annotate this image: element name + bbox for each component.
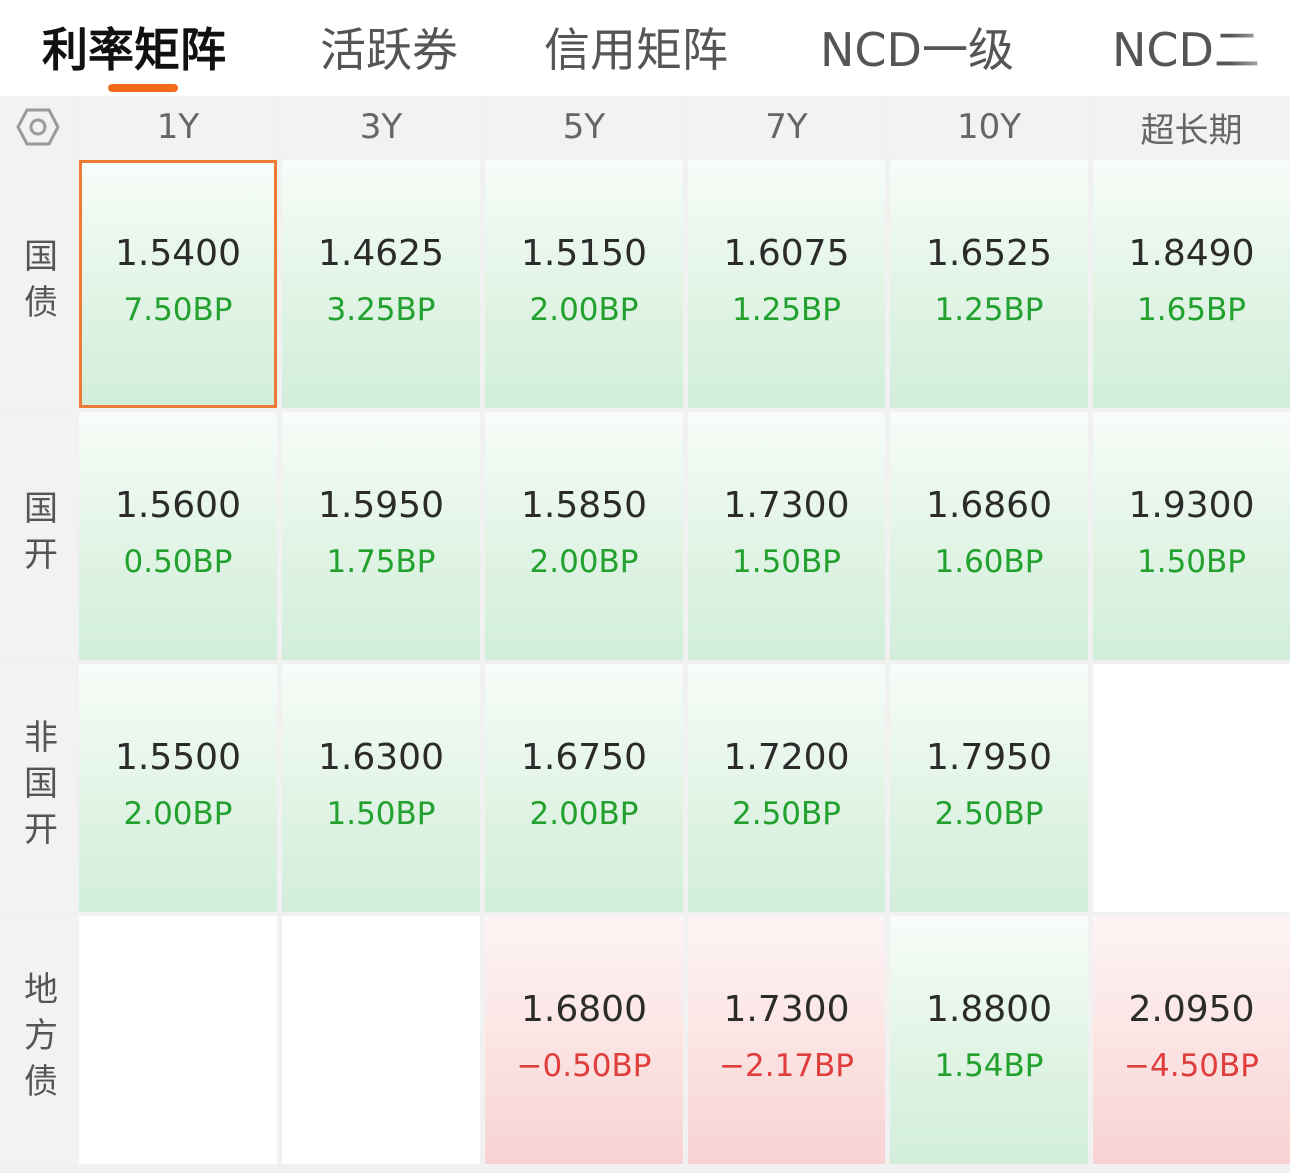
row-header-1: 国开: [0, 412, 76, 660]
yield-value: 1.5600: [115, 485, 241, 526]
yield-value: 1.5950: [318, 485, 444, 526]
matrix-cell[interactable]: 1.6075 1.25BP: [688, 160, 885, 408]
yield-value: 1.6860: [926, 485, 1052, 526]
bp-change: 1.65BP: [1137, 292, 1246, 328]
matrix-cell[interactable]: 1.6860 1.60BP: [890, 412, 1088, 660]
matrix-cell[interactable]: 1.5850 2.00BP: [485, 412, 683, 660]
yield-value: 1.6525: [926, 233, 1052, 274]
bp-change: 1.54BP: [934, 1048, 1044, 1084]
bp-change: 0.50BP: [123, 544, 233, 580]
bp-change: 3.25BP: [326, 292, 436, 328]
rate-matrix-grid: 1Y 3Y 5Y 7Y 10Y 超长期国债 1.5400 7.50BP 1.4625 3.25BP…: [0, 96, 1290, 1173]
matrix-cell[interactable]: 1.8490 1.65BP: [1093, 160, 1290, 408]
matrix-cell[interactable]: 1.8800 1.54BP: [890, 916, 1088, 1164]
yield-value: 1.8490: [1128, 233, 1255, 274]
bp-change: −4.50BP: [1124, 1048, 1259, 1084]
bp-change: 2.00BP: [529, 796, 639, 832]
matrix-cell[interactable]: 1.7300 −2.17BP: [688, 916, 885, 1164]
yield-value: 1.8800: [926, 989, 1052, 1030]
bp-change: −2.17BP: [719, 1048, 854, 1084]
matrix-cell[interactable]: 1.4625 3.25BP: [282, 160, 480, 408]
tab-bar: 利率矩阵 活跃券 信用矩阵 NCD一级 NCD二: [0, 0, 1290, 96]
matrix-cell[interactable]: 1.7200 2.50BP: [688, 664, 885, 912]
yield-value: 1.6075: [723, 233, 850, 274]
yield-value: 2.0950: [1128, 989, 1255, 1030]
matrix-settings-button[interactable]: [0, 96, 76, 158]
row-header-label: 国开: [17, 490, 58, 582]
yield-value: 1.6800: [521, 989, 647, 1030]
row-header-label: 地方债: [17, 971, 58, 1109]
tab-active-bonds[interactable]: 活跃券: [320, 23, 458, 77]
yield-value: 1.9300: [1128, 485, 1255, 526]
tab-ncd-secondary[interactable]: NCD二: [1112, 23, 1260, 77]
yield-value: 1.5400: [115, 233, 241, 274]
bp-change: 1.50BP: [326, 796, 436, 832]
matrix-cell[interactable]: 1.9300 1.50BP: [1093, 412, 1290, 660]
bp-change: 2.50BP: [732, 796, 841, 832]
matrix-cell[interactable]: 1.7300 1.50BP: [688, 412, 885, 660]
column-header-1: 3Y: [282, 96, 480, 158]
matrix-cell[interactable]: 1.6300 1.50BP: [282, 664, 480, 912]
yield-value: 1.4625: [318, 233, 444, 274]
bp-change: 2.50BP: [934, 796, 1044, 832]
matrix-cell[interactable]: 1.5600 0.50BP: [79, 412, 277, 660]
bp-change: 1.75BP: [326, 544, 436, 580]
row-header-0: 国债: [0, 160, 76, 408]
bp-change: 1.25BP: [934, 292, 1044, 328]
bp-change: 2.00BP: [529, 544, 639, 580]
column-header-2: 5Y: [485, 96, 683, 158]
yield-value: 1.7300: [723, 485, 850, 526]
bp-change: 1.50BP: [1137, 544, 1246, 580]
matrix-cell[interactable]: 1.5400 7.50BP: [79, 160, 277, 408]
row-header-label: 国债: [17, 238, 58, 330]
matrix-cell[interactable]: 2.0950 −4.50BP: [1093, 916, 1290, 1164]
yield-value: 1.5850: [521, 485, 647, 526]
bp-change: 7.50BP: [123, 292, 233, 328]
bp-change: 2.00BP: [529, 292, 639, 328]
matrix-cell[interactable]: 1.6750 2.00BP: [485, 664, 683, 912]
settings-hex-icon: [16, 108, 60, 146]
matrix-cell[interactable]: 1.7950 2.50BP: [890, 664, 1088, 912]
matrix-cell[interactable]: 1.5950 1.75BP: [282, 412, 480, 660]
tab-rate-matrix[interactable]: 利率矩阵: [42, 23, 226, 77]
matrix-cell[interactable]: 1.6525 1.25BP: [890, 160, 1088, 408]
active-tab-indicator: [108, 84, 178, 92]
yield-value: 1.5150: [521, 233, 647, 274]
column-header-5: 超长期: [1093, 96, 1290, 158]
yield-value: 1.7300: [723, 989, 850, 1030]
column-header-3: 7Y: [688, 96, 885, 158]
yield-value: 1.6750: [521, 737, 647, 778]
column-header-4: 10Y: [890, 96, 1088, 158]
bp-change: 2.00BP: [123, 796, 233, 832]
bp-change: 1.25BP: [732, 292, 841, 328]
yield-value: 1.7950: [926, 737, 1052, 778]
bp-change: 1.50BP: [732, 544, 841, 580]
matrix-cell-empty: [282, 916, 480, 1164]
matrix-cell[interactable]: 1.5150 2.00BP: [485, 160, 683, 408]
bp-change: −0.50BP: [516, 1048, 652, 1084]
yield-value: 1.5500: [115, 737, 241, 778]
row-header-label: 非国开: [17, 719, 58, 857]
tab-credit-matrix[interactable]: 信用矩阵: [544, 23, 728, 77]
yield-value: 1.6300: [318, 737, 444, 778]
matrix-cell-empty: [79, 916, 277, 1164]
column-header-0: 1Y: [79, 96, 277, 158]
matrix-cell[interactable]: 1.6800 −0.50BP: [485, 916, 683, 1164]
yield-value: 1.7200: [723, 737, 850, 778]
matrix-cell-empty: [1093, 664, 1290, 912]
row-header-3: 地方债: [0, 916, 76, 1164]
row-header-2: 非国开: [0, 664, 76, 912]
tab-ncd-primary[interactable]: NCD一级: [820, 23, 1014, 77]
matrix-cell[interactable]: 1.5500 2.00BP: [79, 664, 277, 912]
bp-change: 1.60BP: [934, 544, 1044, 580]
